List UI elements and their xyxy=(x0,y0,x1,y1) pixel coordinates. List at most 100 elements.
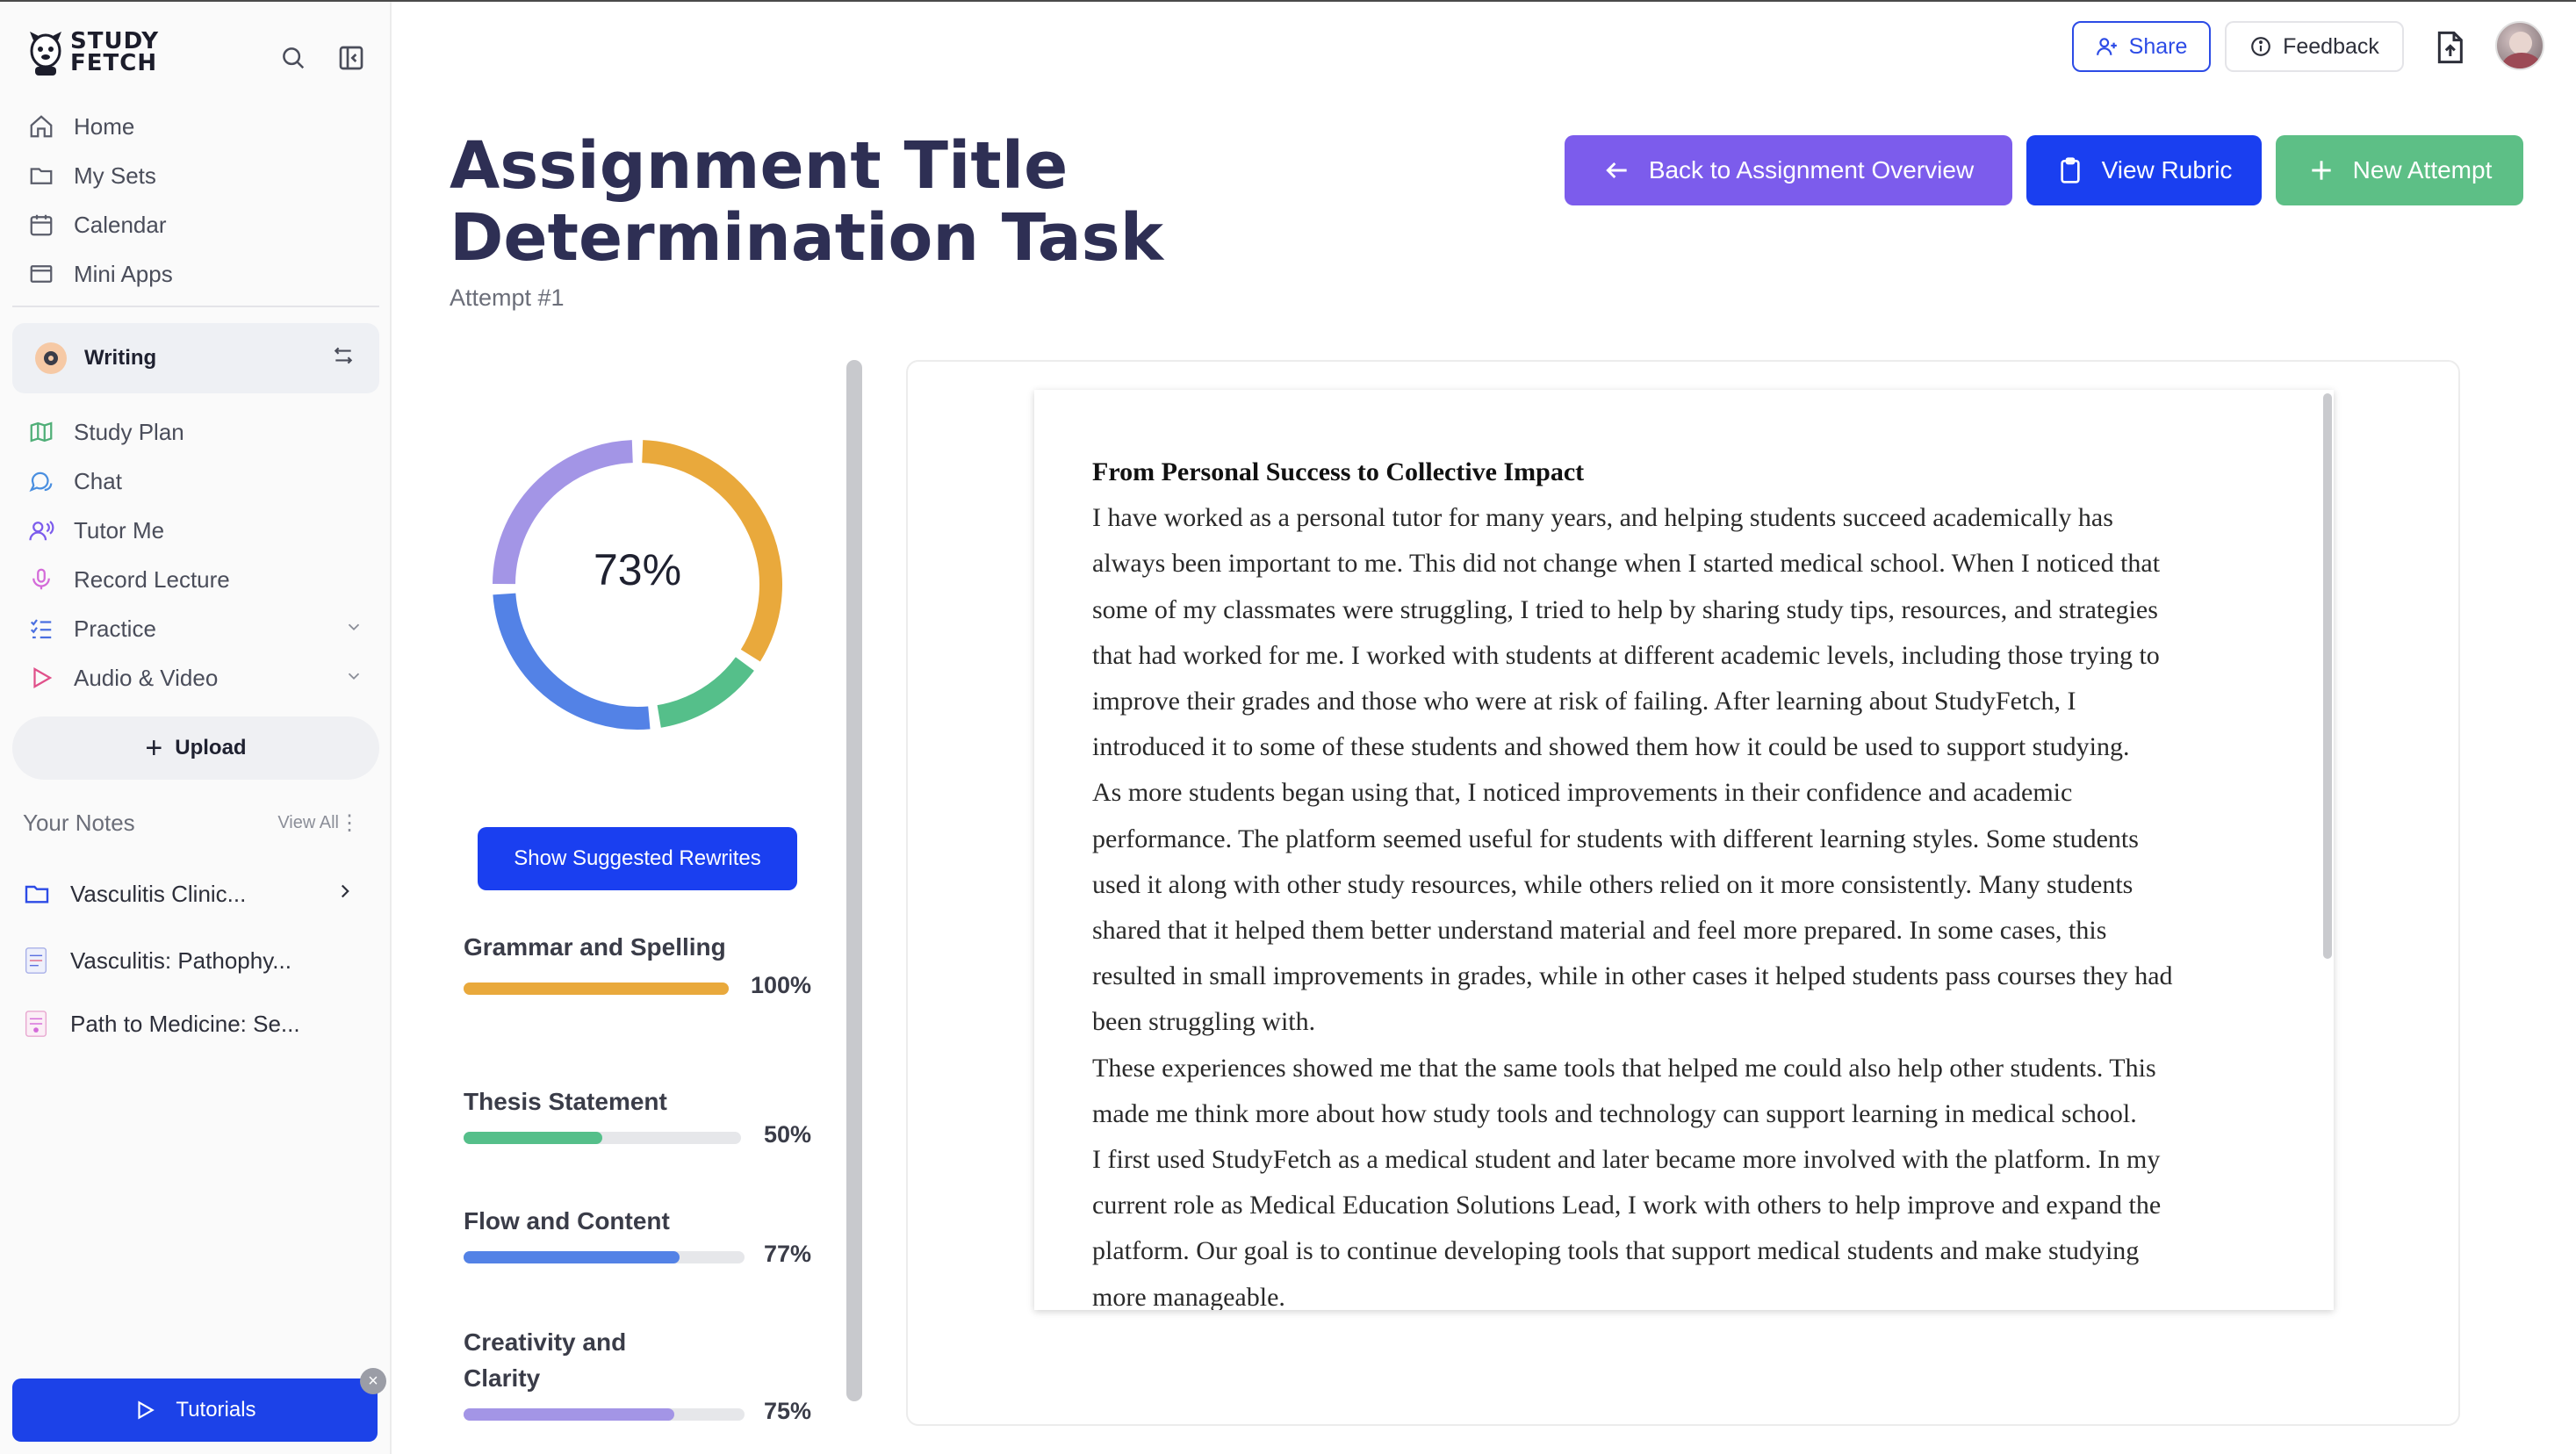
criterion-label: Thesis Statement xyxy=(464,1088,667,1115)
tutorials-button[interactable]: Tutorials xyxy=(12,1378,378,1442)
criterion-percent: 77% xyxy=(763,1241,811,1267)
donut-segment-flow xyxy=(493,593,651,730)
overall-score-donut xyxy=(493,440,782,730)
play-icon xyxy=(133,1399,156,1422)
avatar[interactable] xyxy=(2495,21,2544,70)
note-item[interactable]: Vasculitis: Pathophy... xyxy=(23,936,365,985)
essay-line: used it along with other study resources… xyxy=(1092,869,2133,899)
upload-button[interactable]: + Upload xyxy=(12,716,379,780)
writing-icon xyxy=(35,342,67,374)
feedback-button[interactable]: Feedback xyxy=(2225,21,2404,72)
upload-label: Upload xyxy=(175,736,247,759)
progress-fill xyxy=(464,1408,674,1421)
essay-line: improve their grades and those who were … xyxy=(1092,687,2076,716)
file-upload-icon xyxy=(2437,31,2463,64)
chevron-right-icon[interactable] xyxy=(334,880,356,909)
note-item[interactable]: Vasculitis Clinic... xyxy=(23,869,365,918)
microphone-icon xyxy=(26,565,56,594)
progress-fill xyxy=(464,983,729,995)
folder-icon xyxy=(26,161,56,191)
search-button[interactable] xyxy=(276,40,311,76)
criterion-creativity: Creativity and Clarity 75% xyxy=(464,1324,811,1422)
notes-title: Your Notes xyxy=(23,810,135,836)
essay-line: always been important to me. This did no… xyxy=(1092,549,2161,579)
criterion-flow: Flow and Content 77% xyxy=(464,1203,811,1278)
criterion-label: Grammar and Spelling xyxy=(464,933,726,961)
nav-item-record-lecture[interactable]: Record Lecture xyxy=(12,555,379,604)
criterion-label: Flow and Content xyxy=(464,1207,670,1234)
note-pink-icon xyxy=(23,1009,54,1039)
calendar-icon xyxy=(26,210,56,240)
nav-label: Study Plan xyxy=(74,418,184,445)
workspace-selector[interactable]: Writing xyxy=(12,323,379,393)
studyfetch-logo[interactable]: STUDY FETCH xyxy=(26,28,159,77)
search-icon xyxy=(283,47,305,69)
essay-line: introduced it to some of these students … xyxy=(1092,732,2130,762)
criterion-label: Creativity and Clarity xyxy=(464,1328,627,1392)
nav-label: Practice xyxy=(74,615,156,642)
donut-segment-grammar xyxy=(642,440,782,662)
nav-item-practice[interactable]: Practice xyxy=(12,604,379,653)
essay-line: that had worked for me. I worked with st… xyxy=(1092,640,2160,670)
nav-item-mini-apps[interactable]: Mini Apps xyxy=(12,249,379,299)
essay-line: platform. Our goal is to continue develo… xyxy=(1092,1236,2140,1266)
note-item[interactable]: Path to Medicine: Se... xyxy=(23,999,365,1048)
folder-icon xyxy=(23,880,54,908)
chat-icon xyxy=(26,466,56,496)
note-icon xyxy=(23,946,54,975)
sidebar: STUDY FETCH Home My Sets Calendar Mini A… xyxy=(0,2,392,1454)
progress-track xyxy=(464,983,729,995)
share-button[interactable]: Share xyxy=(2072,21,2211,72)
window-icon xyxy=(26,259,56,289)
nav-label: Tutor Me xyxy=(74,516,165,543)
essay-line: I first used StudyFetch as a medical stu… xyxy=(1092,1145,2161,1175)
notes-header: Your Notes View All ⋮ xyxy=(23,810,365,837)
view-all-link[interactable]: View All xyxy=(277,813,339,832)
chevron-down-icon[interactable] xyxy=(344,665,363,692)
plus-icon xyxy=(2307,156,2335,184)
rubric-label: View Rubric xyxy=(2101,156,2233,184)
sidebar-collapse-icon xyxy=(339,46,363,70)
add-user-icon xyxy=(2096,35,2119,58)
nav-item-home[interactable]: Home xyxy=(12,102,379,151)
nav-item-calendar[interactable]: Calendar xyxy=(12,200,379,249)
list-check-icon xyxy=(26,614,56,644)
essay-line: As more students began using that, I not… xyxy=(1092,778,2073,808)
back-label: Back to Assignment Overview xyxy=(1648,156,1975,184)
essay-line: more manageable. xyxy=(1092,1282,1285,1310)
show-suggested-rewrites-button[interactable]: Show Suggested Rewrites xyxy=(478,827,797,890)
essay-heading: From Personal Success to Collective Impa… xyxy=(1092,457,1585,486)
new-attempt-button[interactable]: New Attempt xyxy=(2276,135,2523,205)
nav-label: Calendar xyxy=(74,211,167,238)
new-attempt-label: New Attempt xyxy=(2352,156,2493,184)
page-title: Assignment Title Determination Task xyxy=(450,128,1163,276)
collapse-sidebar-button[interactable] xyxy=(334,40,369,76)
main-nav: Home My Sets Calendar Mini Apps xyxy=(12,102,379,299)
tutorials-label: Tutorials xyxy=(176,1398,256,1422)
chevron-down-icon[interactable] xyxy=(344,615,363,643)
document-scrollbar[interactable] xyxy=(2323,393,2332,959)
mascot-logo-icon xyxy=(30,32,61,76)
essay-line: some of my classmates were struggling, I… xyxy=(1092,594,2158,624)
more-vertical-icon[interactable]: ⋮ xyxy=(339,811,360,835)
nav-item-chat[interactable]: Chat xyxy=(12,457,379,506)
nav-item-my-sets[interactable]: My Sets xyxy=(12,151,379,200)
progress-fill xyxy=(464,1251,680,1263)
close-icon[interactable]: × xyxy=(360,1368,386,1394)
attempt-label: Attempt #1 xyxy=(450,284,565,311)
swap-icon[interactable] xyxy=(332,344,355,373)
note-label: Vasculitis: Pathophy... xyxy=(70,947,291,974)
scores-scrollbar[interactable] xyxy=(846,360,862,1401)
progress-fill xyxy=(464,1132,602,1144)
nav-item-audio-video[interactable]: Audio & Video xyxy=(12,653,379,702)
export-button[interactable] xyxy=(2432,28,2467,67)
criterion-percent: 100% xyxy=(750,972,811,998)
clipboard-icon xyxy=(2056,155,2084,186)
essay-line: been struggling with. xyxy=(1092,1007,1316,1037)
view-rubric-button[interactable]: View Rubric xyxy=(2026,135,2262,205)
progress-track xyxy=(464,1251,745,1263)
back-to-overview-button[interactable]: Back to Assignment Overview xyxy=(1565,135,2012,205)
nav-item-study-plan[interactable]: Study Plan xyxy=(12,407,379,457)
arrow-left-icon xyxy=(1603,156,1631,184)
nav-item-tutor-me[interactable]: Tutor Me xyxy=(12,506,379,555)
